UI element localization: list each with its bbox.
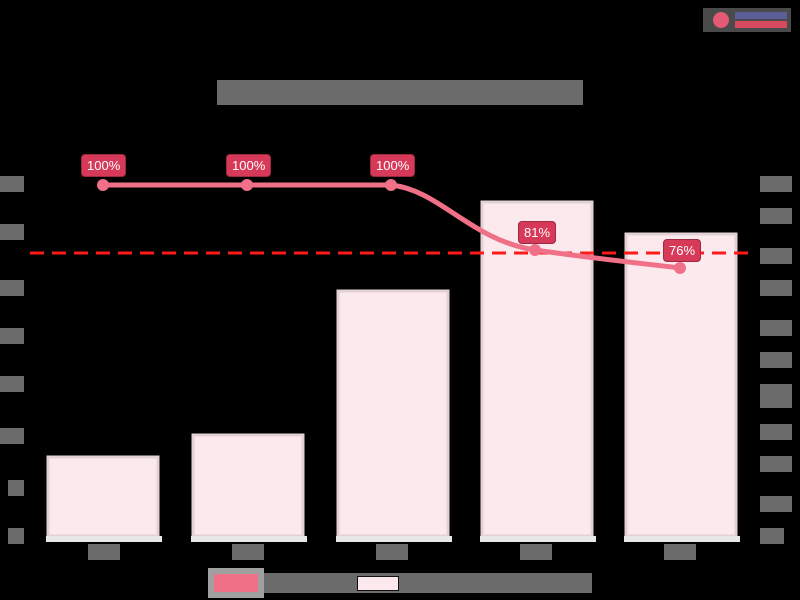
right-axis-tick: [760, 496, 792, 512]
rate-line: [103, 182, 681, 271]
left-axis-tick: [0, 328, 24, 344]
left-axis-tick: [8, 528, 24, 544]
legend-bar-label: [legend bar - redacted]: [402, 573, 590, 593]
data-label: 100%: [81, 154, 127, 177]
right-axis-tick: [760, 424, 792, 440]
x-axis-label: [cat2]: [232, 544, 264, 560]
legend-line-label: [legend line - redacted]: [264, 573, 356, 593]
right-axis-tick: [760, 528, 784, 544]
bar-5: [624, 232, 738, 538]
left-axis-tick: [0, 428, 24, 444]
x-axis-label: [cat3]: [376, 544, 408, 560]
left-axis-tick: [0, 376, 24, 392]
left-axis-tick: [0, 176, 24, 192]
right-axis-tick: [760, 280, 792, 296]
data-label: 100%: [370, 154, 416, 177]
right-axis-tick: [760, 384, 792, 408]
x-axis-label: [cat4]: [520, 544, 552, 560]
bar-3: [336, 289, 450, 538]
right-axis-tick: [760, 352, 792, 368]
right-axis-tick: [760, 248, 792, 264]
legend: [legend line - redacted] [legend bar - r…: [208, 568, 592, 598]
legend-line-swatch: [208, 568, 264, 598]
left-axis-tick: [0, 280, 24, 296]
legend-bar-swatch: [357, 576, 399, 591]
right-axis-tick: [760, 456, 792, 472]
chart-title: [redacted]: [217, 80, 583, 105]
right-axis-tick: [760, 320, 792, 336]
x-axis-label: [cat5]: [664, 544, 696, 560]
data-label: 81%: [518, 221, 557, 244]
bar-1: [46, 455, 160, 538]
right-axis-tick: [760, 208, 792, 224]
data-label: 76%: [663, 239, 702, 262]
left-axis-tick: [0, 224, 24, 240]
brand-logo: [703, 8, 791, 32]
right-axis-tick: [760, 176, 792, 192]
bar-2: [191, 433, 305, 538]
data-label: 100%: [226, 154, 272, 177]
x-axis-label: [cat1]: [88, 544, 120, 560]
left-axis-tick: [8, 480, 24, 496]
